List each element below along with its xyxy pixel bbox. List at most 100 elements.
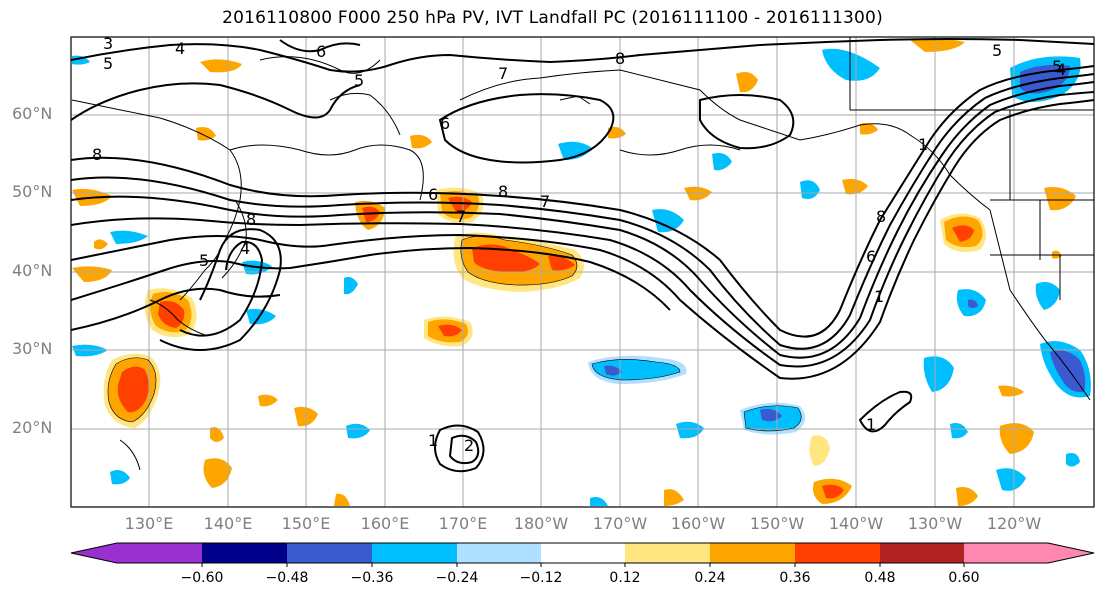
anomaly-cool [72,55,90,65]
colorbar-segment [710,543,795,563]
lat-label: 40°N [12,261,53,280]
anomaly-cool [923,356,954,392]
contour-label: 1 [874,287,884,306]
anomaly-warm [203,458,232,488]
anomaly-warm [117,366,149,413]
colorbar-tick-label: −0.48 [265,570,309,586]
contour-label: 1 [918,135,928,154]
anomaly-warm [210,427,224,442]
anomaly-warm [94,239,108,250]
anomaly-warm [200,59,242,73]
anomaly-cool [1035,282,1060,310]
contour-label: 8 [92,145,102,164]
contour-label: 5 [1052,57,1062,76]
colorbar-tick-label: 0.24 [694,570,726,586]
contour-label: 5 [992,41,1002,60]
anomaly-warm [809,435,830,466]
anomaly-warm [664,489,684,506]
colorbar-tick-label: 0.60 [948,570,980,586]
colorbar-segment [541,543,625,563]
colorbar-segment [880,543,964,563]
anomaly-cool [344,276,358,295]
anomaly-warm [410,134,432,149]
colorbar-outline [70,542,1095,564]
contour-label: 3 [103,34,113,53]
lon-label: 160°E [360,514,410,533]
lon-label: 140°W [828,514,884,533]
anomaly-cool [822,48,880,81]
contour-label: 6 [428,185,438,204]
colorbar-segment [457,543,541,563]
anomaly-warm [998,385,1024,397]
contour-label: 6 [316,42,326,61]
anomaly-warm [196,127,216,141]
contour-label: 8 [246,210,256,229]
anomaly-warm [608,126,626,139]
anomaly-warm [334,493,350,506]
lon-label: 170°E [438,514,488,533]
anomaly-cool [604,365,622,376]
anomaly-cool [110,230,148,244]
anomaly-cool [1066,453,1080,467]
anomaly-warm [860,122,878,135]
contour-label-group: 3 4 5 6 7 8 5 6 7 8 6 7 8 8 5 4 5 2 1 1 … [92,34,1066,455]
contour-label: 5 [103,54,113,73]
colorbar-tick-label: −0.24 [435,570,479,586]
contour-label: 8 [498,182,508,201]
lat-label: 60°N [12,104,53,123]
anomaly-outlines [107,235,802,432]
anomaly-warm [438,324,462,337]
lon-label: 150°E [281,514,331,533]
contour-label: 1 [428,431,438,450]
anomaly-cool [72,344,108,357]
anomaly-cool [652,209,684,233]
anomaly-cool [1050,350,1086,393]
lon-label: 120°W [986,514,1042,533]
anomaly-warm [999,423,1034,454]
colorbar-tick-label: −0.60 [180,570,224,586]
colorbar-segment [625,543,710,563]
lat-label: 30°N [12,339,53,358]
colorbar-extend-right [1048,543,1094,563]
lon-label: 130°W [907,514,963,533]
lon-label: 150°W [749,514,805,533]
contour-label: 4 [1056,60,1066,79]
anomaly-warm [72,266,112,282]
anomaly-warm [822,484,844,499]
colorbar [70,542,1095,567]
anomaly-cool [996,468,1026,491]
map-title: 2016110800 F000 250 hPa PV, IVT Landfall… [222,8,883,28]
contour-label: 8 [876,207,886,226]
contour-label: 1 [866,415,876,434]
lon-label: 130°E [124,514,174,533]
plot-frame [70,36,1095,508]
colorbar-tick-label: −0.12 [519,570,563,586]
lon-label: 180°W [513,514,569,533]
colorbar-tick-label: 0.48 [864,570,896,586]
lon-label: 170°W [592,514,648,533]
colorbar-tick-label: 0.36 [779,570,811,586]
anomaly-cool [676,421,704,439]
anomaly-warm [910,38,965,52]
lat-label: 20°N [12,418,53,437]
pv-contours [71,38,1094,473]
ivt-negative-anomalies [72,48,1091,506]
political-borders [849,37,1094,300]
colorbar-extend-left [71,543,117,563]
colorbar-segment [202,543,287,563]
contour-label: 5 [354,71,364,90]
colorbar-segment [287,543,372,563]
anomaly-warm [548,255,575,271]
colorbar-segment [372,543,457,563]
contour-label: 4 [175,39,185,58]
lat-label: 50°N [12,182,53,201]
anomaly-cool [558,141,592,160]
colorbar-segment [964,543,1048,563]
contour-label: 5 [199,251,209,270]
anomaly-warm [956,487,978,506]
anomaly-warm [952,225,974,242]
anomaly-warm [472,244,540,273]
anomaly-cool [346,423,370,439]
colorbar-tick-label: 0.12 [609,570,641,586]
contour-label: 7 [540,192,550,211]
